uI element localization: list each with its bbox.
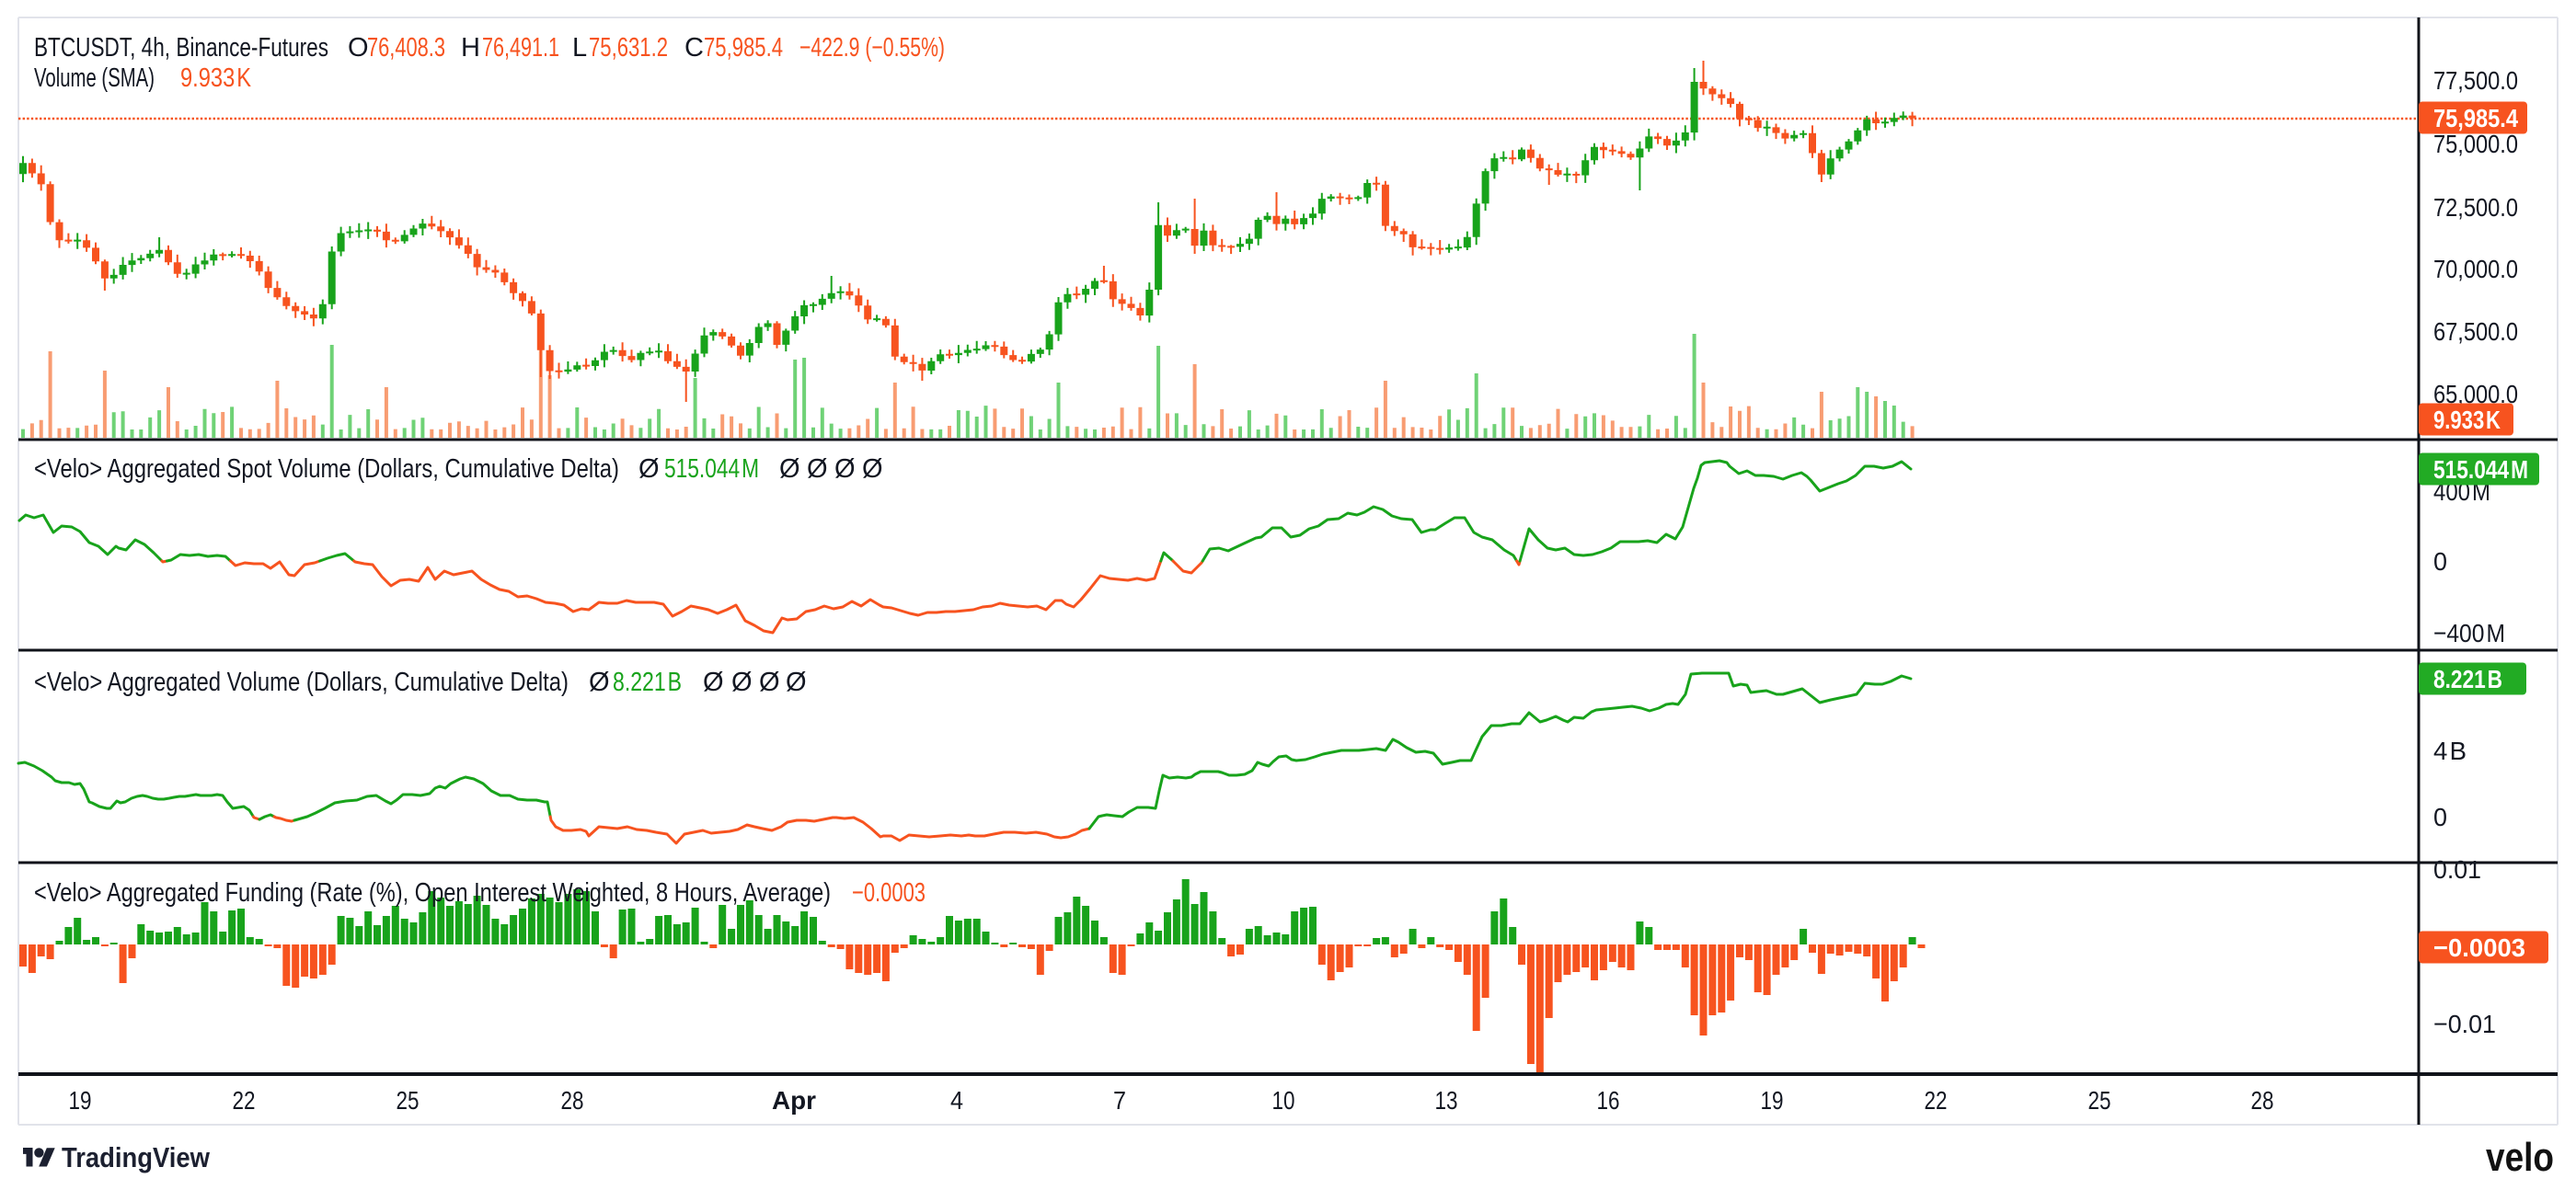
svg-text:25: 25 <box>397 1086 420 1115</box>
svg-text:25: 25 <box>2088 1086 2111 1115</box>
svg-text:H: H <box>461 33 480 63</box>
svg-text:velo: velo <box>2486 1135 2554 1180</box>
svg-text:Ø: Ø <box>862 454 883 484</box>
svg-text:Ø: Ø <box>703 668 724 697</box>
svg-text:Ø: Ø <box>834 454 856 484</box>
svg-text:−0.01: −0.01 <box>2433 1010 2496 1038</box>
svg-text:<Velo> Aggregated Spot Volume: <Velo> Aggregated Spot Volume (Dollars, … <box>34 454 619 484</box>
svg-text:515.044 M: 515.044 M <box>2433 455 2528 484</box>
svg-text:Ø: Ø <box>759 668 780 697</box>
svg-text:BTCUSDT, 4h, Binance-Futures: BTCUSDT, 4h, Binance-Futures <box>34 33 328 63</box>
svg-text:TradingView: TradingView <box>62 1141 211 1173</box>
svg-text:75,000.0: 75,000.0 <box>2433 130 2518 158</box>
svg-text:67,500.0: 67,500.0 <box>2433 317 2518 346</box>
svg-text:76,491.1: 76,491.1 <box>482 33 559 63</box>
svg-text:−400 M: −400 M <box>2433 619 2505 647</box>
svg-text:75,631.2: 75,631.2 <box>589 33 668 63</box>
svg-text:L: L <box>572 33 587 63</box>
svg-text:9.933 K: 9.933 K <box>2433 406 2501 434</box>
svg-text:−0.0003: −0.0003 <box>2433 933 2525 962</box>
svg-text:−422.9 (−0.55%): −422.9 (−0.55%) <box>799 33 945 63</box>
svg-text:70,000.0: 70,000.0 <box>2433 255 2518 283</box>
svg-text:Ø: Ø <box>786 668 807 697</box>
svg-text:28: 28 <box>2251 1086 2274 1115</box>
svg-text:22: 22 <box>1925 1086 1948 1115</box>
svg-text:75,985.4: 75,985.4 <box>704 33 783 63</box>
svg-text:0: 0 <box>2433 803 2447 831</box>
svg-text:<Velo> Aggregated Volume (Doll: <Velo> Aggregated Volume (Dollars, Cumul… <box>34 668 569 697</box>
svg-text:Ø: Ø <box>731 668 753 697</box>
svg-text:0: 0 <box>2433 547 2447 576</box>
svg-text:75,985.4: 75,985.4 <box>2433 104 2518 132</box>
svg-text:0.01: 0.01 <box>2433 855 2481 884</box>
svg-text:72,500.0: 72,500.0 <box>2433 193 2518 222</box>
svg-text:Ø: Ø <box>807 454 828 484</box>
svg-text:4: 4 <box>950 1086 963 1115</box>
svg-text:Ø: Ø <box>779 454 800 484</box>
svg-text:8.221 B: 8.221 B <box>613 668 682 697</box>
svg-text:77,500.0: 77,500.0 <box>2433 66 2518 95</box>
svg-text:76,408.3: 76,408.3 <box>367 33 445 63</box>
svg-text:28: 28 <box>561 1086 584 1115</box>
svg-text:4 B: 4 B <box>2433 737 2467 765</box>
svg-text:8.221 B: 8.221 B <box>2433 665 2502 693</box>
svg-text:22: 22 <box>233 1086 256 1115</box>
svg-text:<Velo> Aggregated Funding (Rat: <Velo> Aggregated Funding (Rate (%), Ope… <box>34 878 831 908</box>
svg-text:O: O <box>348 33 369 63</box>
svg-text:−0.0003: −0.0003 <box>852 878 926 908</box>
svg-text:Volume (SMA): Volume (SMA) <box>34 63 155 93</box>
svg-text:515.044 M: 515.044 M <box>664 454 759 484</box>
svg-text:7: 7 <box>1113 1086 1126 1115</box>
svg-text:9.933 K: 9.933 K <box>180 63 252 93</box>
svg-text:C: C <box>684 33 704 63</box>
svg-text:16: 16 <box>1597 1086 1620 1115</box>
svg-text:Ø: Ø <box>589 668 610 697</box>
svg-text:Apr: Apr <box>772 1086 816 1115</box>
svg-text:Ø: Ø <box>638 454 660 484</box>
svg-text:13: 13 <box>1435 1086 1458 1115</box>
svg-text:19: 19 <box>69 1086 92 1115</box>
svg-text:19: 19 <box>1761 1086 1784 1115</box>
svg-text:10: 10 <box>1272 1086 1295 1115</box>
